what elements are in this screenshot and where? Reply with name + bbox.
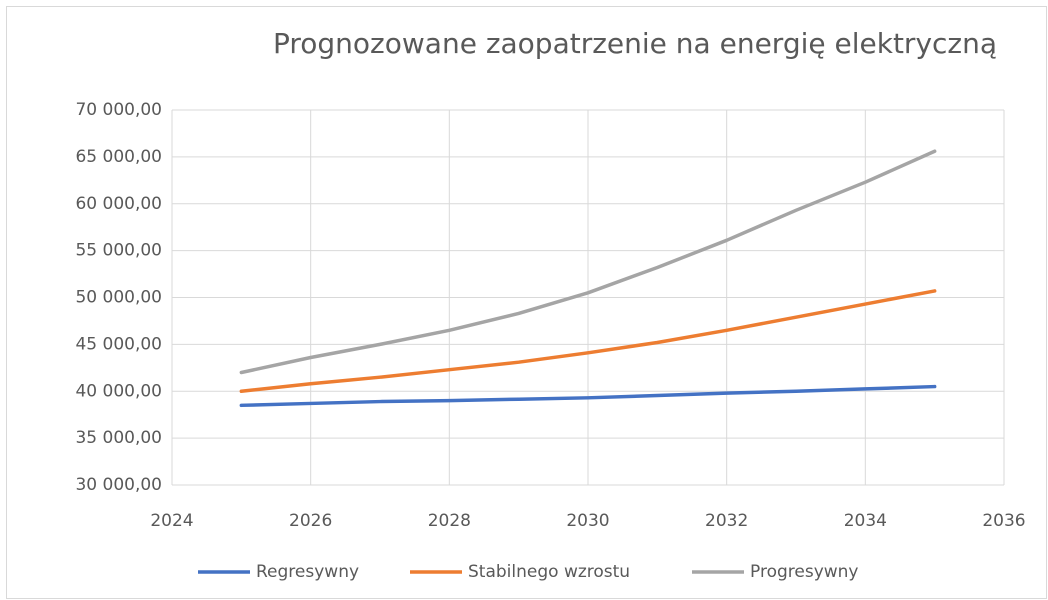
x-tick-label: 2030 [566, 511, 609, 531]
legend-label: Regresywny [256, 562, 359, 582]
x-tick-label: 2024 [150, 511, 193, 531]
y-tick-label: 60 000,00 [75, 194, 162, 214]
chart-frame [6, 6, 1047, 599]
x-tick-label: 2036 [982, 511, 1025, 531]
y-tick-label: 50 000,00 [75, 288, 162, 308]
y-tick-label: 30 000,00 [75, 475, 162, 495]
legend-label: Progresywny [750, 562, 859, 582]
x-tick-label: 2026 [289, 511, 332, 531]
series-line [239, 384, 937, 408]
y-tick-label: 45 000,00 [75, 334, 162, 354]
y-tick-label: 70 000,00 [75, 100, 162, 120]
series-line [239, 289, 937, 393]
y-tick-label: 65 000,00 [75, 147, 162, 167]
chart-title: Prognozowane zaopatrzenie na energię ele… [273, 27, 997, 60]
y-tick-label: 35 000,00 [75, 428, 162, 448]
x-tick-label: 2028 [428, 511, 471, 531]
y-tick-label: 55 000,00 [75, 241, 162, 261]
y-tick-label: 40 000,00 [75, 381, 162, 401]
legend-label: Stabilnego wzrostu [468, 562, 630, 582]
x-tick-label: 2032 [705, 511, 748, 531]
series-line [239, 149, 937, 375]
x-tick-label: 2034 [844, 511, 887, 531]
